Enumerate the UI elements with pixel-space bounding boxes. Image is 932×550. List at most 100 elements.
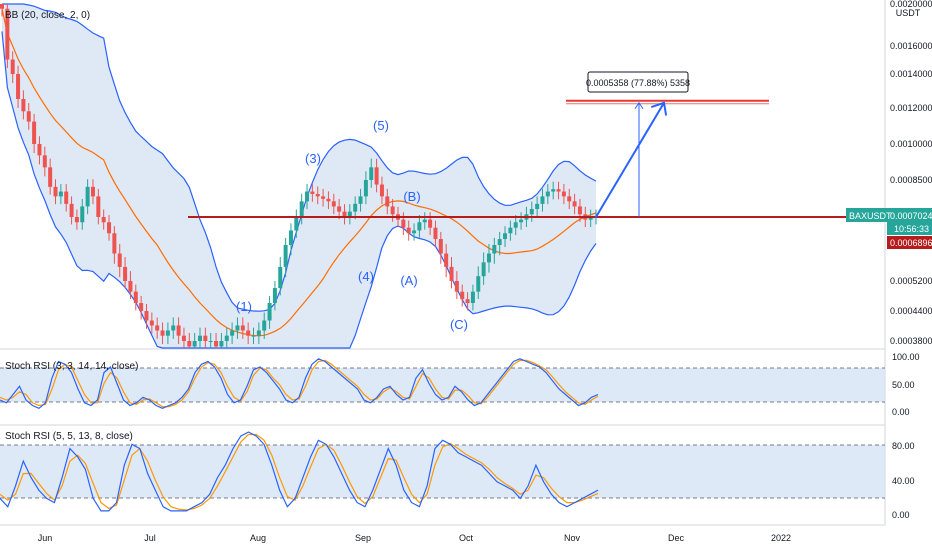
candle-body[interactable] — [85, 186, 90, 207]
candle-body[interactable] — [513, 222, 518, 228]
candle-body[interactable] — [192, 341, 197, 347]
candle-body[interactable] — [369, 167, 374, 180]
candle-body[interactable] — [363, 180, 368, 197]
stoch-rsi-2-k-line[interactable] — [0, 431, 599, 512]
candle-body[interactable] — [74, 217, 79, 223]
candle-body[interactable] — [390, 206, 395, 215]
candle-body[interactable] — [176, 325, 181, 336]
candle-body[interactable] — [32, 121, 37, 144]
wave-label-c[interactable]: (C) — [450, 317, 468, 332]
candle-body[interactable] — [107, 222, 112, 234]
candle-body[interactable] — [139, 303, 144, 311]
candle-body[interactable] — [267, 303, 272, 321]
candle-body[interactable] — [16, 74, 21, 99]
stoch-rsi-2-legend[interactable]: Stoch RSI (5, 5, 13, 8, close) — [5, 431, 133, 442]
candle-body[interactable] — [10, 59, 15, 74]
candle-body[interactable] — [417, 222, 422, 231]
stoch-rsi-1-axis[interactable]: 100.00 50.00 0.00 — [892, 352, 920, 417]
candle-body[interactable] — [181, 335, 186, 341]
candle-body[interactable] — [288, 230, 293, 245]
candle-body[interactable] — [165, 330, 170, 336]
candle-body[interactable] — [556, 189, 561, 192]
candle-body[interactable] — [144, 311, 149, 321]
wave-label-a[interactable]: (A) — [400, 273, 417, 288]
candle-body[interactable] — [155, 325, 160, 331]
candle-body[interactable] — [0, 4, 4, 9]
candle-body[interactable] — [48, 167, 53, 187]
candle-body[interactable] — [294, 217, 299, 231]
candle-body[interactable] — [278, 266, 283, 289]
candle-body[interactable] — [208, 341, 213, 342]
candle-body[interactable] — [214, 341, 219, 347]
wave-label-5[interactable]: (5) — [373, 118, 389, 133]
candle-body[interactable] — [90, 186, 95, 197]
bollinger-upper-band[interactable] — [2, 3, 597, 312]
candle-body[interactable] — [224, 335, 229, 341]
candle-body[interactable] — [428, 219, 433, 228]
candle-body[interactable] — [503, 233, 508, 240]
candle-body[interactable] — [42, 155, 47, 168]
candle-body[interactable] — [37, 144, 42, 156]
candle-body[interactable] — [26, 111, 31, 122]
candle-body[interactable] — [53, 186, 58, 197]
candle-body[interactable] — [321, 196, 326, 199]
stoch-rsi-1-k-line[interactable] — [0, 358, 599, 409]
candle-body[interactable] — [342, 211, 347, 217]
stoch-rsi-1-legend[interactable]: Stoch RSI (3, 3, 14, 14, close) — [5, 361, 138, 372]
candle-body[interactable] — [219, 341, 224, 347]
candle-body[interactable] — [240, 325, 245, 331]
candle-body[interactable] — [198, 335, 202, 341]
candle-body[interactable] — [326, 198, 331, 202]
candle-body[interactable] — [449, 266, 454, 281]
candle-body[interactable] — [117, 253, 122, 267]
candle-body[interactable] — [69, 203, 74, 217]
candle-body[interactable] — [519, 219, 524, 223]
candle-body[interactable] — [567, 196, 572, 202]
candle-body[interactable] — [64, 191, 69, 204]
candle-body[interactable] — [58, 191, 63, 197]
candle-body[interactable] — [133, 291, 138, 304]
bb-legend[interactable]: BB (20, close, 2, 0) — [5, 10, 90, 21]
candle-body[interactable] — [358, 196, 363, 204]
candle-body[interactable] — [374, 167, 379, 185]
candle-body[interactable] — [444, 253, 449, 267]
stoch-rsi-2-axis[interactable]: 80.00 40.00 0.00 — [892, 441, 915, 520]
candle-body[interactable] — [101, 217, 106, 223]
stoch-rsi-1-d-line[interactable] — [0, 359, 599, 408]
candle-body[interactable] — [577, 206, 582, 215]
candle-body[interactable] — [353, 203, 358, 212]
projection-arrow[interactable] — [595, 101, 665, 218]
candle-body[interactable] — [315, 193, 320, 197]
candle-body[interactable] — [572, 201, 577, 207]
wave-label-4[interactable]: (4) — [358, 269, 374, 284]
candle-body[interactable] — [203, 335, 208, 341]
candle-body[interactable] — [149, 320, 154, 326]
candle-body[interactable] — [80, 206, 85, 223]
candle-body[interactable] — [422, 219, 427, 223]
candle-body[interactable] — [160, 330, 165, 336]
candle-body[interactable] — [256, 330, 261, 336]
candle-body[interactable] — [299, 201, 304, 217]
wave-label-b[interactable]: (B) — [403, 189, 420, 204]
stoch-rsi-2-d-line[interactable] — [0, 433, 599, 511]
candle-body[interactable] — [454, 281, 459, 292]
candle-body[interactable] — [272, 288, 277, 304]
candle-body[interactable] — [492, 245, 497, 254]
candle-body[interactable] — [476, 276, 481, 292]
candle-body[interactable] — [128, 281, 133, 292]
candle-body[interactable] — [331, 201, 336, 207]
candle-body[interactable] — [508, 227, 513, 234]
candle-body[interactable] — [246, 330, 251, 336]
candle-body[interactable] — [433, 227, 438, 240]
bollinger-lower-band[interactable] — [1, 31, 597, 349]
candle-body[interactable] — [112, 233, 117, 254]
candle-body[interactable] — [171, 325, 176, 331]
candle-body[interactable] — [21, 98, 26, 112]
time-axis[interactable]: Jun Jul Aug Sep Oct Nov Dec 2022 — [38, 533, 791, 543]
candle-body[interactable] — [5, 8, 10, 60]
candle-body[interactable] — [529, 209, 534, 215]
candle-body[interactable] — [347, 211, 352, 217]
bollinger-basis[interactable] — [1, 8, 597, 337]
candle-body[interactable] — [187, 341, 192, 347]
